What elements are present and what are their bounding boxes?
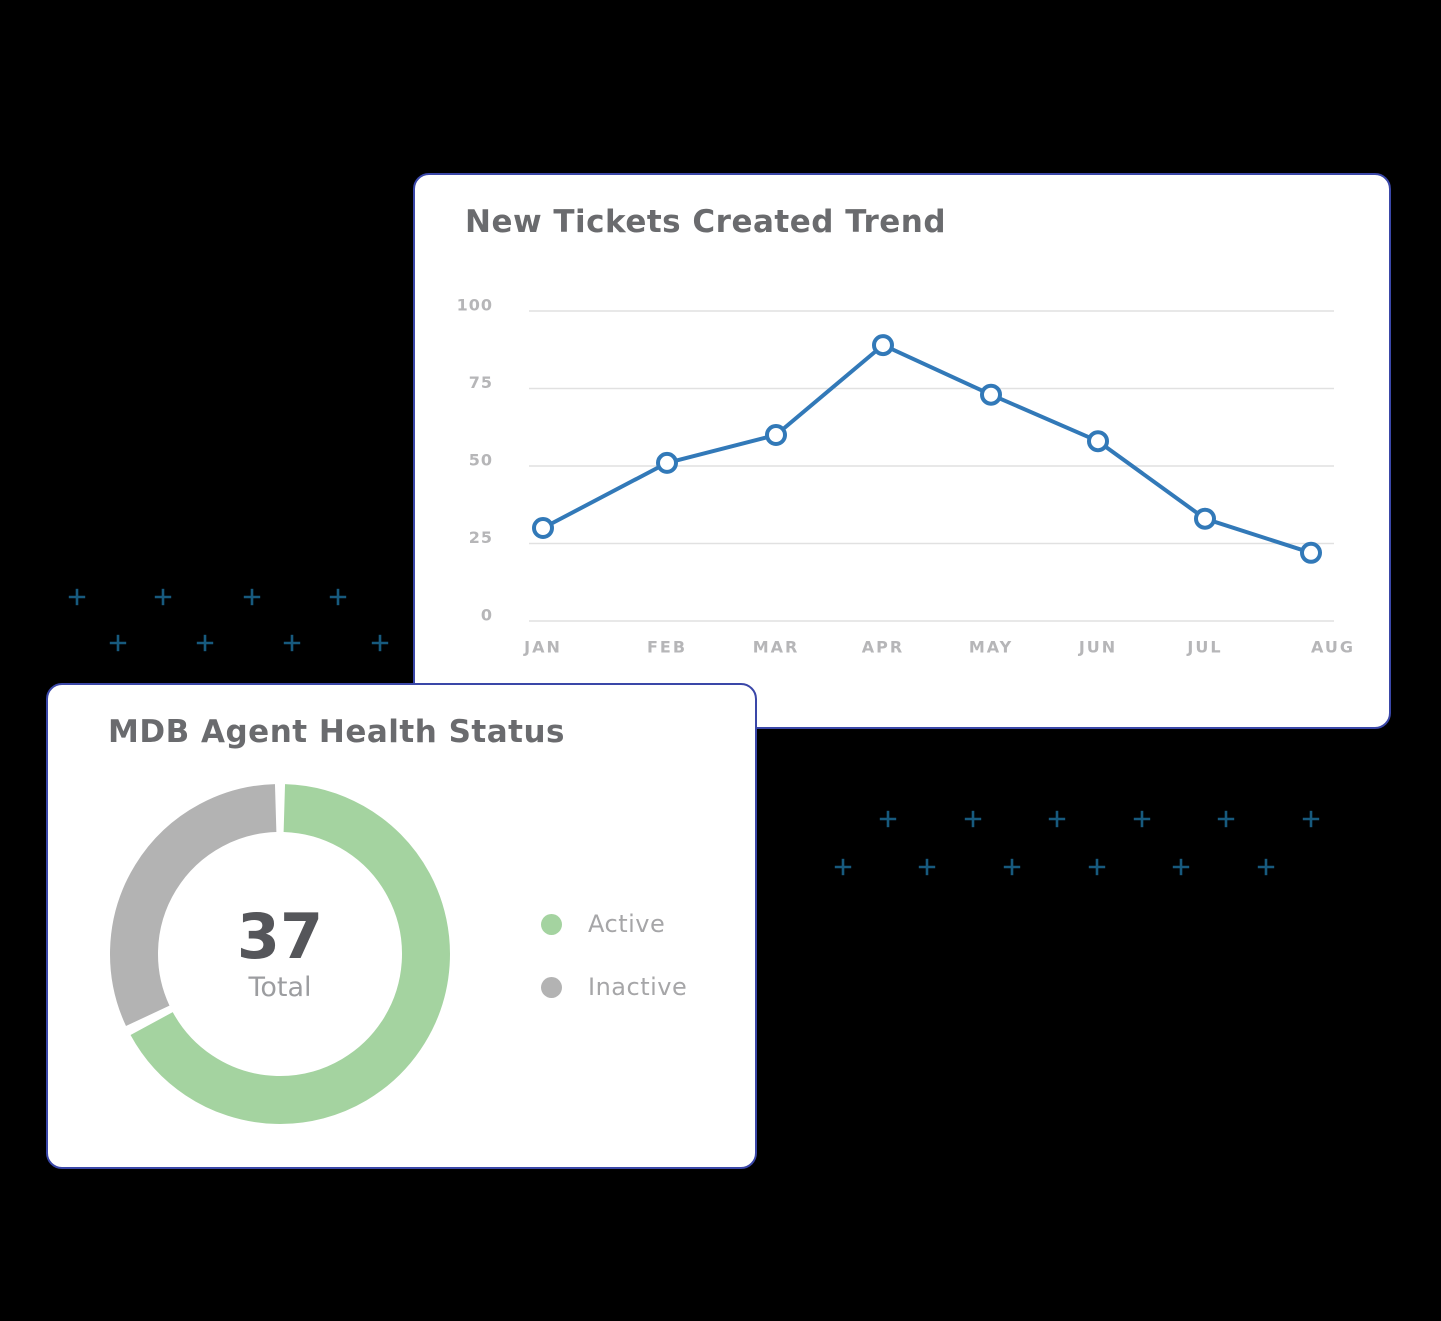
- plus-icon: [371, 634, 389, 652]
- plus-icon: [109, 634, 127, 652]
- inactive-dot-icon: [541, 976, 562, 998]
- plus-icon: [1133, 810, 1151, 828]
- donut-chart-title: MDB Agent Health Status: [108, 714, 565, 750]
- plus-icon: [329, 588, 347, 606]
- legend-label-active: Active: [588, 910, 666, 938]
- svg-text:JUN: JUN: [1078, 638, 1117, 657]
- donut-total-value: 37: [236, 900, 324, 973]
- plus-icon: [68, 588, 86, 606]
- line-chart-card: New Tickets Created Trend 0 25 50 75 100 JAN F…: [413, 173, 1391, 729]
- svg-text:25: 25: [469, 528, 493, 547]
- plus-icon: [964, 810, 982, 828]
- plus-icon: [1302, 810, 1320, 828]
- line-chart-title: New Tickets Created Trend: [465, 204, 947, 240]
- legend-item-inactive: Inactive: [541, 973, 688, 1001]
- plus-icon: [283, 634, 301, 652]
- svg-text:100: 100: [457, 296, 493, 315]
- donut-chart: [110, 784, 450, 1124]
- donut-chart-card: MDB Agent Health Status 37 Total Active …: [46, 683, 757, 1169]
- svg-text:MAR: MAR: [753, 638, 800, 657]
- plus-icon: [1003, 858, 1021, 876]
- donut-center-text: 37 Total: [130, 904, 430, 1004]
- donut-legend: Active Inactive: [541, 910, 688, 1001]
- svg-text:MAY: MAY: [969, 638, 1013, 657]
- plus-icon: [243, 588, 261, 606]
- svg-text:0: 0: [481, 606, 493, 625]
- plus-icon: [1048, 810, 1066, 828]
- donut-total-label: Total: [248, 972, 312, 1003]
- legend-item-active: Active: [541, 910, 687, 938]
- plus-icon: [196, 634, 214, 652]
- legend-label-inactive: Inactive: [588, 973, 688, 1001]
- plus-icon: [834, 858, 852, 876]
- svg-text:JAN: JAN: [523, 638, 562, 657]
- plus-icon: [154, 588, 172, 606]
- svg-text:AUG: AUG: [1311, 638, 1355, 657]
- plus-icon: [1172, 858, 1190, 876]
- svg-text:50: 50: [469, 451, 493, 470]
- svg-text:APR: APR: [862, 638, 904, 657]
- svg-text:75: 75: [469, 373, 493, 392]
- plus-icon: [1088, 858, 1106, 876]
- line-chart: 0 25 50 75 100 JAN FEB MAR APR MAY JUN JUL AUG: [457, 296, 1355, 657]
- svg-text:JUL: JUL: [1186, 638, 1222, 657]
- svg-text:FEB: FEB: [647, 638, 687, 657]
- plus-icon: [879, 810, 897, 828]
- active-dot-icon: [541, 913, 562, 935]
- plus-icon: [1217, 810, 1235, 828]
- plus-icon: [918, 858, 936, 876]
- plus-icon: [1257, 858, 1275, 876]
